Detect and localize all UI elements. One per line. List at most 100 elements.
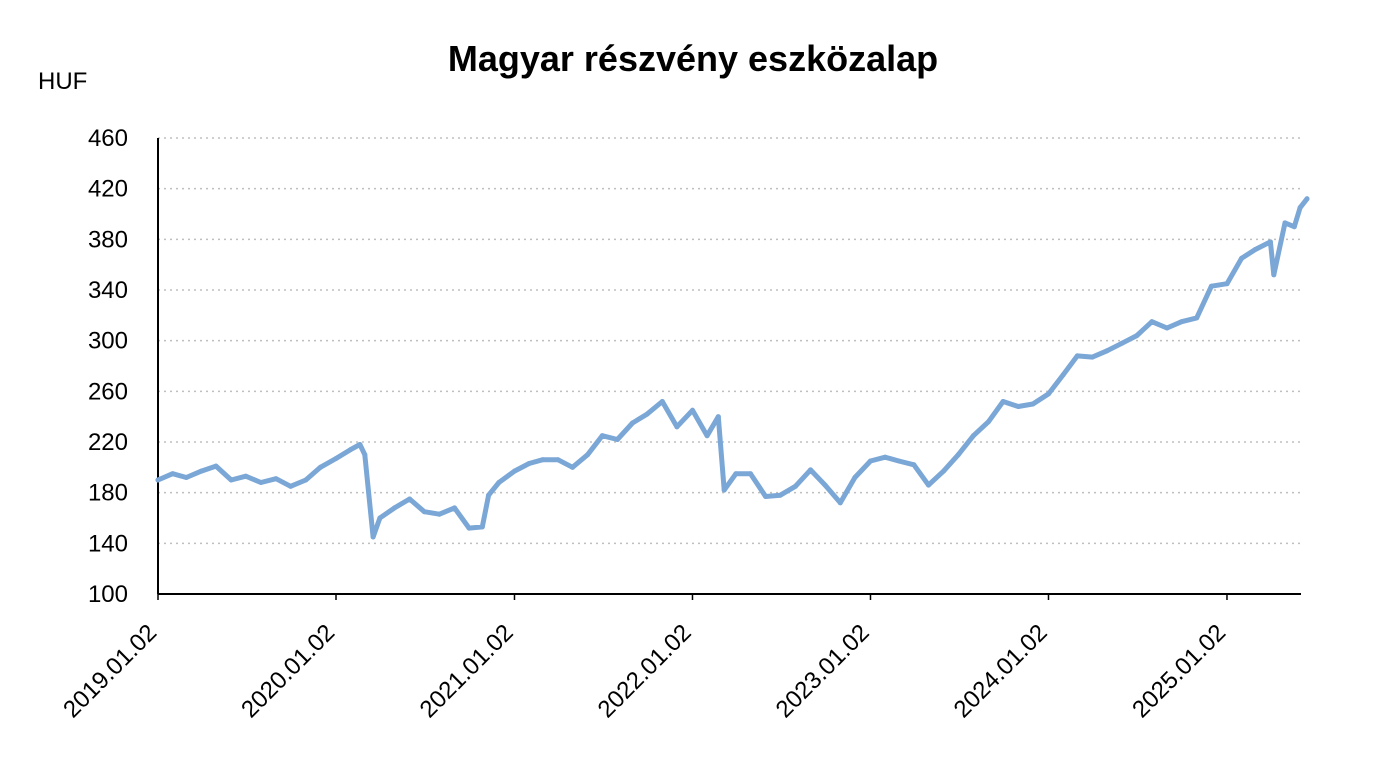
data-point [674,424,680,430]
data-point [1030,401,1036,407]
data-point [748,471,753,477]
data-point [852,475,858,480]
data-point [1194,315,1200,321]
data-point [1208,283,1214,289]
y-axis-unit-label: HUF [38,68,88,95]
chart-title: Magyar részvény eszközalap [447,38,939,79]
data-point [377,515,383,521]
data-point [868,458,873,464]
data-point [926,482,931,488]
data-point [882,454,888,460]
data-point [822,482,828,488]
data-point [436,511,442,517]
data-point [1164,325,1170,331]
data-point [348,447,354,453]
data-point [614,437,620,442]
data-point [526,461,532,466]
x-tick-label: 2020.01.02 [236,619,340,723]
data-point [1291,224,1297,230]
data-point [792,483,798,489]
data-point [370,534,376,540]
data-point [986,419,991,425]
data-point [1000,399,1006,404]
data-point [1046,391,1051,397]
y-tick-label: 420 [88,176,128,203]
data-point [1119,340,1125,346]
data-point [333,456,339,461]
data-point [777,492,783,498]
data-point [466,525,472,531]
data-point [452,505,457,511]
x-tick-label: 2025.01.02 [1127,619,1231,723]
data-point [362,452,368,458]
data-point [721,487,727,493]
data-point [704,433,710,439]
y-tick-label: 100 [88,581,128,608]
y-tick-label: 220 [88,429,128,456]
data-point [540,457,546,463]
data-point [715,414,721,420]
data-point [941,468,947,474]
data-point [1267,239,1273,245]
data-point [585,452,591,458]
data-point [1252,247,1258,252]
x-tick-label: 2023.01.02 [771,619,875,723]
data-point [317,464,323,470]
data-point [644,411,650,417]
data-point [421,509,427,515]
data-point [630,420,635,426]
data-point [1297,205,1303,211]
data-point [690,407,695,413]
y-tick-label: 180 [88,480,128,507]
data-point [357,442,363,447]
data-point [1074,353,1080,359]
data-point [258,480,264,485]
data-point [392,505,397,511]
data-point [570,464,575,470]
data-point [273,476,279,482]
data-point [183,475,189,480]
data-point [170,471,176,477]
data-point [763,494,769,499]
data-point [512,468,517,474]
data-point [599,433,605,439]
data-point [1134,333,1140,339]
x-tick-label: 2021.01.02 [415,619,519,723]
data-point [486,492,492,498]
data-point [1015,404,1021,409]
x-tick-label: 2019.01.02 [58,619,162,723]
y-tick-label: 140 [88,530,128,557]
data-point [303,477,309,483]
y-tick-label: 260 [88,378,128,405]
data-point [1060,372,1066,378]
data-point [1239,255,1245,261]
y-tick-label: 380 [88,226,128,253]
data-point [228,477,234,483]
data-point [407,496,413,502]
x-tick-label: 2022.01.02 [593,619,697,723]
data-point [1104,348,1110,354]
data-point [1304,196,1310,202]
y-tick-label: 340 [88,277,128,304]
data-point [1089,354,1095,360]
data-point [911,462,917,468]
data-point [970,433,976,439]
data-point [198,468,204,474]
data-point [288,483,294,489]
data-point [1271,272,1277,278]
data-point [243,473,249,479]
data-point [496,480,502,485]
data-point [1179,319,1185,325]
data-point [1224,281,1230,287]
series-line [155,196,1310,540]
data-point [1149,319,1155,325]
data-point [479,524,485,530]
data-point [808,467,813,473]
data-point [733,471,739,477]
data-point [659,399,665,404]
y-tick-label: 300 [88,328,128,355]
data-point [155,477,161,483]
data-point [1282,220,1288,226]
y-tick-label: 460 [88,125,128,152]
